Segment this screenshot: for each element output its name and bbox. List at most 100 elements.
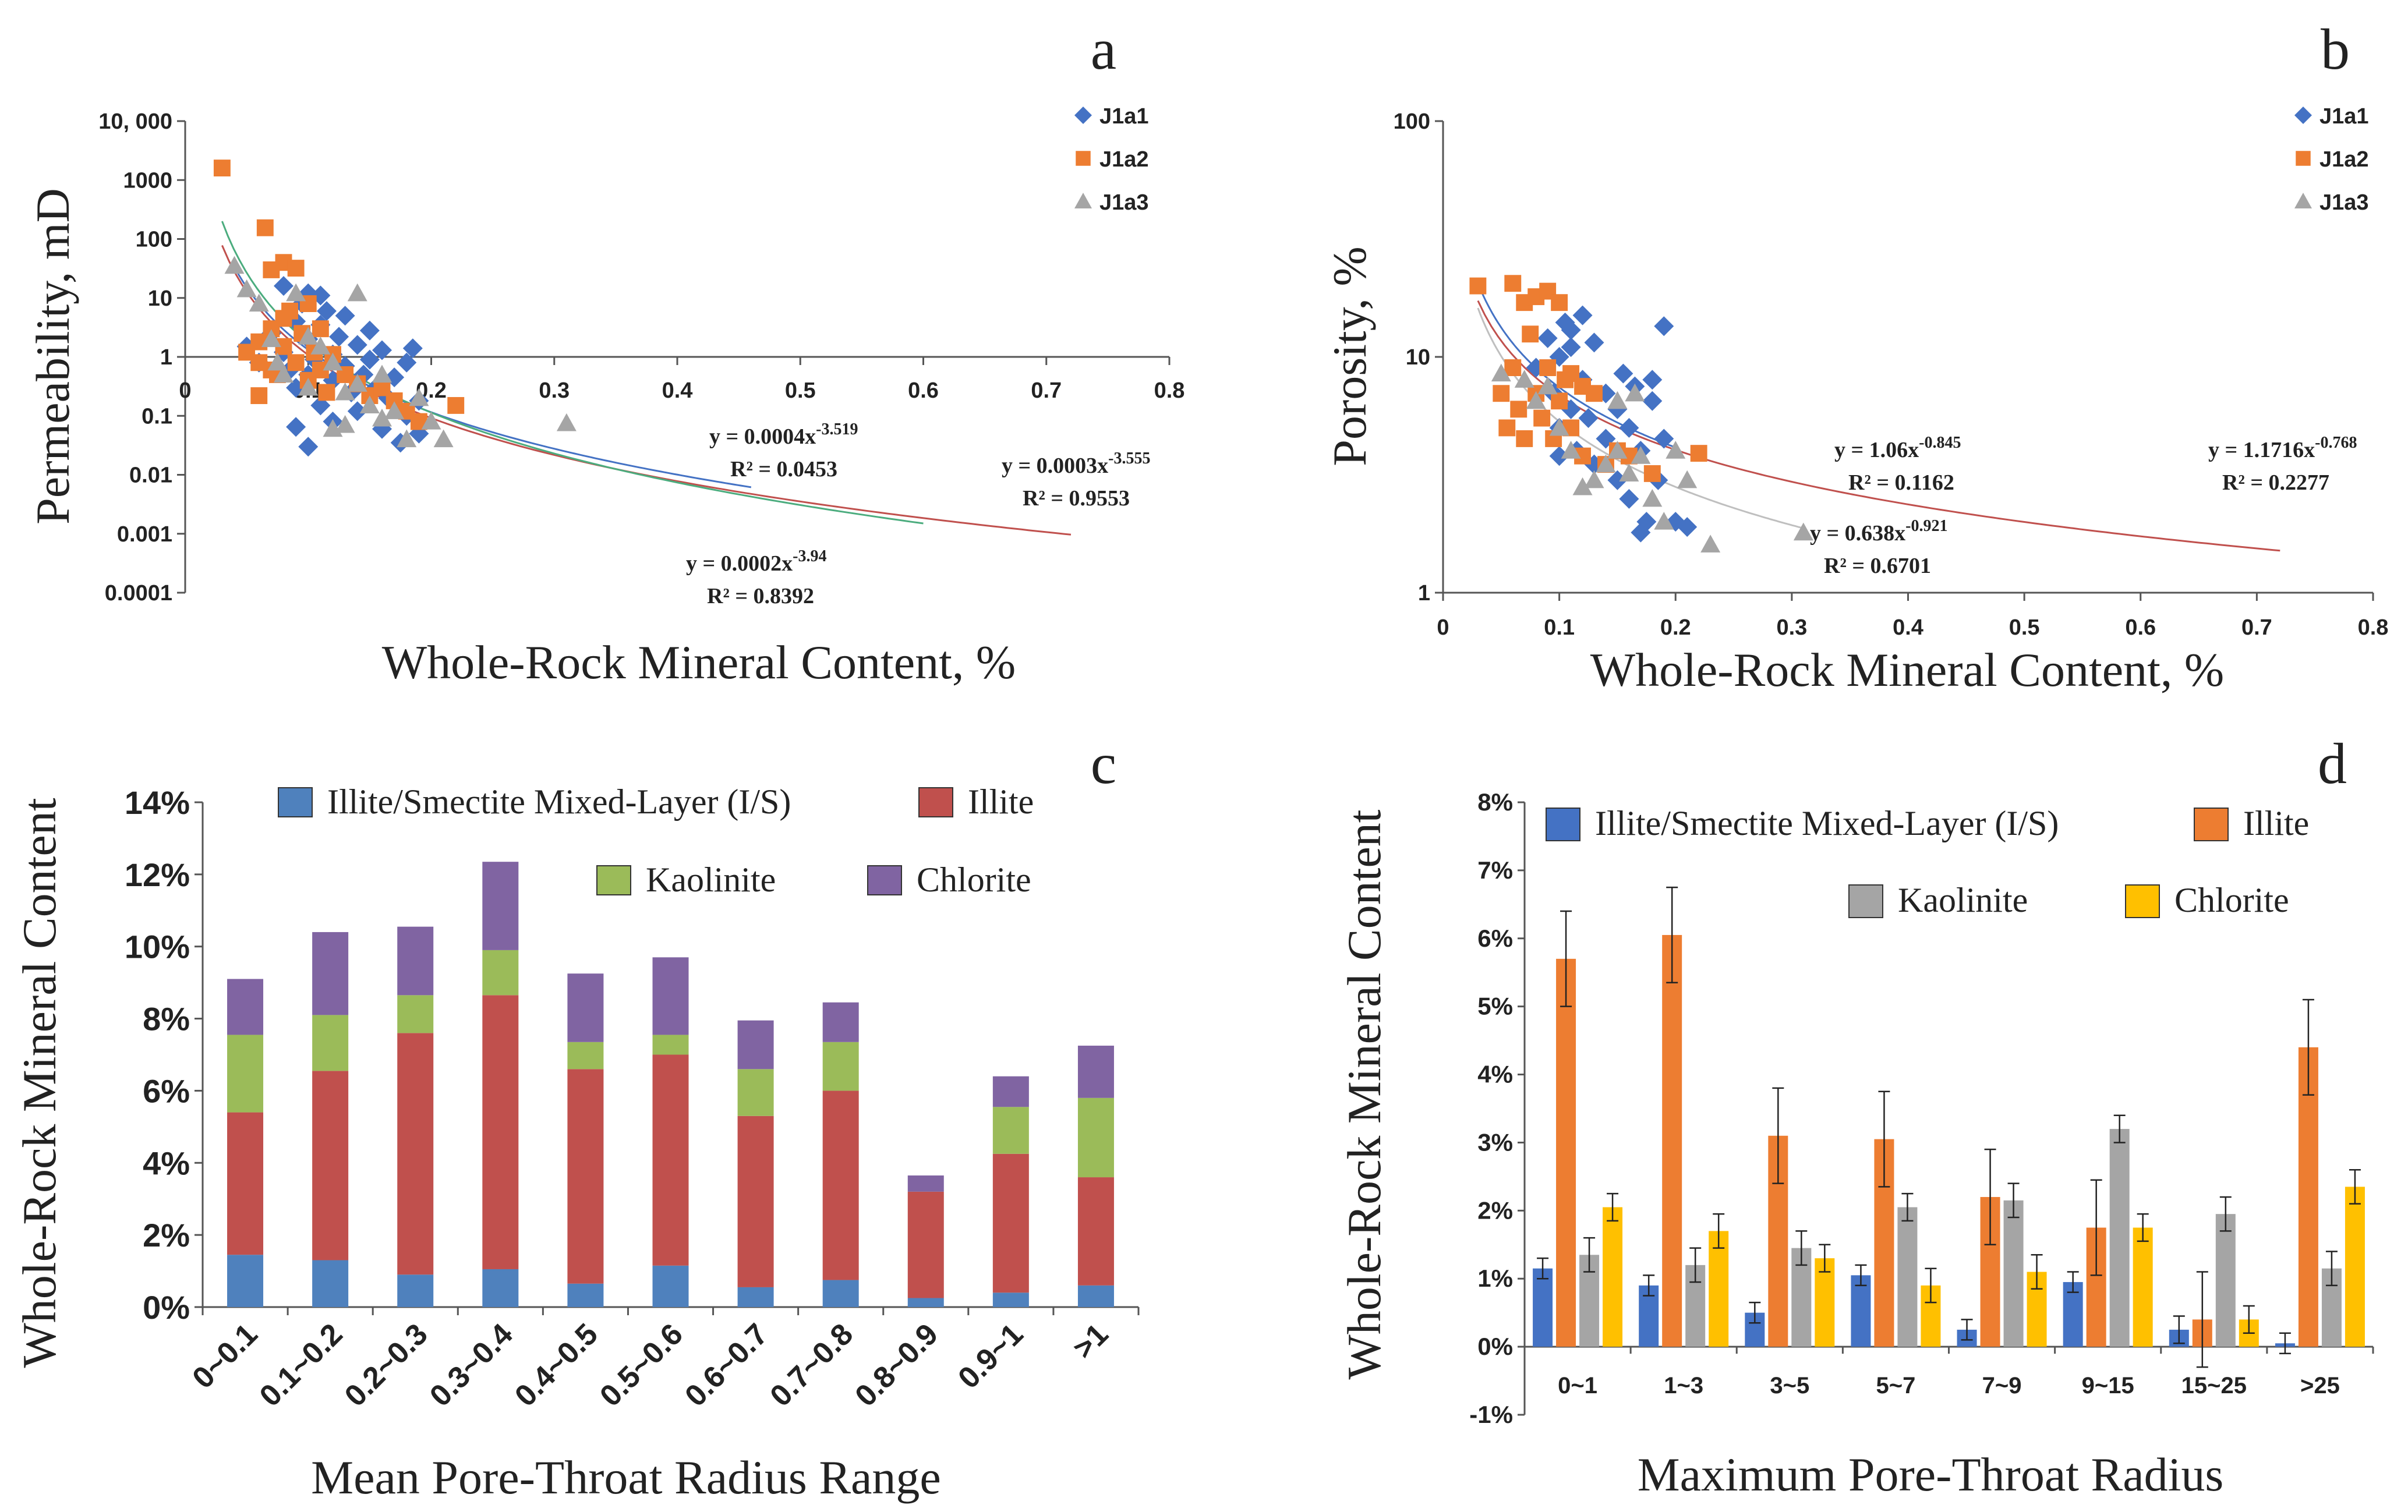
bar-kaolinite xyxy=(2003,1200,2024,1347)
legend-swatch xyxy=(2194,808,2229,841)
data-point xyxy=(323,419,343,437)
legend-label: Illite/Smectite Mixed-Layer (I/S) xyxy=(327,782,791,821)
bar-chlorite xyxy=(1077,1046,1114,1098)
equation-exponent: -3.94 xyxy=(793,547,826,565)
equation-exponent: -3.519 xyxy=(816,420,858,438)
legend-label: J1a2 xyxy=(1099,147,1149,172)
legend-label: J1a3 xyxy=(1099,190,1149,215)
y-tick-label: -1% xyxy=(1469,1401,1513,1428)
trend-equation: y = 1.1716x-0.768 xyxy=(2208,434,2357,462)
x-axis-label: Whole-Rock Mineral Content, % xyxy=(382,636,1016,689)
series-j1a3 xyxy=(1491,363,1813,553)
panel-c: 0%2%4%6%8%10%12%14%0~0.10.1~0.20.2~0.30.… xyxy=(13,731,1140,1504)
y-tick-label: 2% xyxy=(1477,1196,1513,1224)
bar-kaolinite xyxy=(227,1035,264,1113)
bar-illite xyxy=(652,1054,689,1266)
panel-letter: a xyxy=(1091,17,1116,82)
data-point xyxy=(274,276,294,296)
y-tick-label: 14% xyxy=(125,784,190,821)
x-tick-label: 0.5~0.6 xyxy=(593,1317,689,1413)
data-point xyxy=(1551,392,1568,410)
series-j1a3 xyxy=(224,256,577,448)
y-tick-label: 1% xyxy=(1477,1265,1513,1292)
data-point xyxy=(1549,446,1569,466)
data-point xyxy=(1526,391,1546,409)
bar-chlorite xyxy=(652,957,689,1035)
bar-chlorite xyxy=(907,1175,944,1192)
y-tick-label: 1 xyxy=(160,345,172,370)
data-point xyxy=(1504,359,1522,376)
data-point xyxy=(1584,470,1604,488)
bar-illite-smectite-mixed-layer-i-s- xyxy=(652,1265,689,1307)
data-point xyxy=(1642,370,1663,390)
data-point xyxy=(347,401,367,422)
bar-kaolinite xyxy=(737,1069,774,1116)
x-tick-label: 0~1 xyxy=(1558,1373,1597,1398)
bar-illite xyxy=(2298,1047,2318,1347)
bar-chlorite xyxy=(737,1020,774,1070)
y-tick-label: 12% xyxy=(125,856,190,893)
data-point xyxy=(1551,294,1568,311)
bar-kaolinite xyxy=(1897,1207,1918,1347)
data-point xyxy=(1700,534,1721,553)
data-point xyxy=(1607,470,1628,490)
bar-illite-smectite-mixed-layer-i-s- xyxy=(482,1269,519,1307)
x-tick-label: 1~3 xyxy=(1664,1373,1703,1398)
data-point xyxy=(287,260,305,277)
legend-label: J1a2 xyxy=(2319,147,2369,172)
data-point xyxy=(256,219,274,236)
y-tick-label: 7% xyxy=(1477,856,1513,884)
data-point xyxy=(1516,430,1533,447)
bar-kaolinite xyxy=(567,1042,604,1070)
x-tick-label: 0.4~0.5 xyxy=(508,1317,604,1413)
x-tick-label: 0 xyxy=(1437,615,1449,640)
bar-chlorite xyxy=(2133,1227,2153,1347)
x-tick-label: 0.5 xyxy=(785,378,816,403)
bar-kaolinite xyxy=(2109,1129,2130,1347)
y-tick-label: 1000 xyxy=(123,168,172,193)
y-tick-label: 6% xyxy=(143,1072,190,1109)
legend-label: Illite/Smectite Mixed-Layer (I/S) xyxy=(1595,804,2059,842)
x-tick-label: 0.8 xyxy=(2358,615,2389,640)
data-point xyxy=(1642,488,1663,507)
equation-exponent: -0.921 xyxy=(1905,517,1947,535)
legend-label: Chlorite xyxy=(2174,881,2289,919)
equation-base: y = 0.0002x xyxy=(686,551,793,576)
data-point xyxy=(1636,512,1657,532)
y-tick-label: 10 xyxy=(148,286,172,311)
x-tick-label: 0.3 xyxy=(539,378,570,403)
y-axis-label: Whole-Rock Mineral Content xyxy=(13,798,66,1368)
y-tick-label: 3% xyxy=(1477,1128,1513,1156)
x-tick-label: >1 xyxy=(1066,1317,1115,1365)
data-point xyxy=(335,382,355,401)
data-point xyxy=(1619,488,1639,509)
y-tick-label: 1 xyxy=(1418,581,1430,605)
trend-equation: y = 0.0002x-3.94 xyxy=(686,547,826,576)
equation-base: y = 0.0004x xyxy=(709,424,816,449)
bar-illite-smectite-mixed-layer-i-s- xyxy=(1533,1268,1553,1347)
bar-chlorite xyxy=(2345,1187,2365,1347)
bar-chlorite xyxy=(1603,1207,1623,1347)
data-point xyxy=(1654,316,1674,337)
data-point xyxy=(1561,441,1581,459)
panel-b: 1 10 100 0 0.1 0.2 0.3 0.4 0.5 0.6 0.7 0.8 y = 1.06x… xyxy=(1323,17,2388,696)
x-axis-label: Whole-Rock Mineral Content, % xyxy=(1590,643,2225,696)
y-tick-label: 0% xyxy=(1477,1333,1513,1360)
trendline-j1a1 xyxy=(1477,283,1676,448)
data-point xyxy=(384,401,405,419)
bar-kaolinite xyxy=(312,1015,349,1071)
y-tick-label: 0% xyxy=(143,1289,190,1326)
data-point xyxy=(397,352,417,373)
trend-equation: y = 1.06x-0.845 xyxy=(1834,434,1961,462)
data-point xyxy=(1469,277,1487,295)
x-tick-label: 0 xyxy=(179,378,191,403)
x-tick-label: 0.2 xyxy=(1660,615,1691,640)
data-point xyxy=(286,417,306,437)
data-point xyxy=(359,349,380,370)
equation-exponent: -0.768 xyxy=(2315,434,2357,452)
data-point xyxy=(250,387,268,405)
x-tick-label: 0.3~0.4 xyxy=(423,1317,519,1413)
data-point xyxy=(433,429,454,448)
x-tick-label: 0.9~1 xyxy=(952,1317,1030,1395)
